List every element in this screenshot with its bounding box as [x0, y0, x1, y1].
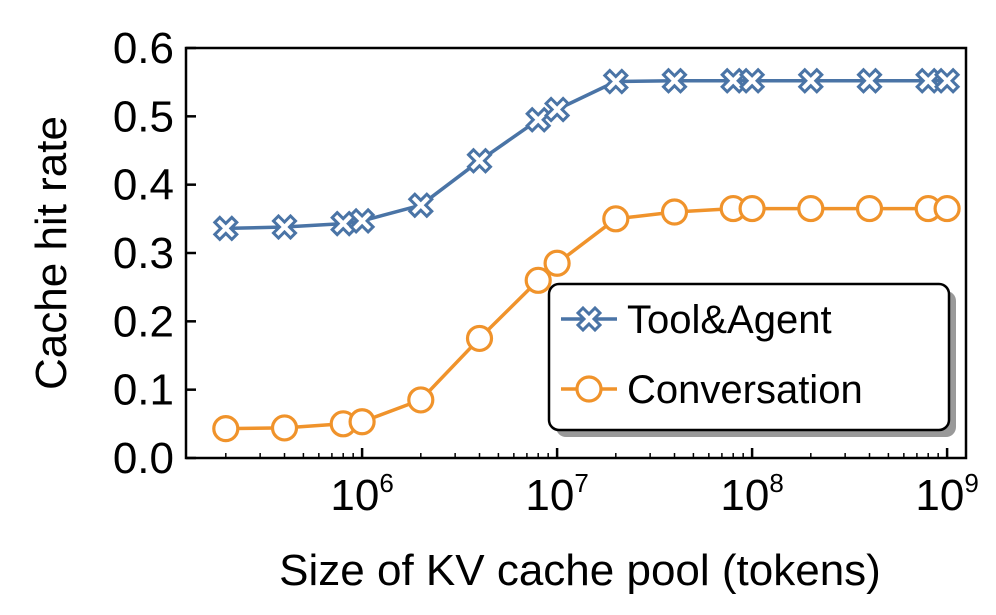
data-point-tool-agent	[933, 67, 961, 94]
legend-box	[547, 282, 951, 432]
series-line-tool-agent	[225, 79, 948, 231]
data-point-conversation	[465, 324, 494, 353]
x-tick-label: 106	[330, 468, 393, 520]
data-point-conversation	[212, 415, 240, 443]
series-layer	[212, 67, 961, 443]
legend-label-conversation: Conversation	[627, 368, 863, 412]
data-point-tool-agent	[271, 213, 298, 241]
data-point-tool-agent	[915, 67, 942, 94]
x-tick-label: 109	[915, 468, 978, 520]
data-point-tool-agent	[212, 215, 239, 242]
data-point-conversation	[797, 194, 825, 223]
y-tick-label: 0.5	[113, 92, 174, 141]
y-tick-label: 0.6	[113, 24, 174, 73]
data-point-conversation	[855, 194, 884, 223]
legend-marker-tool-agent	[575, 305, 603, 333]
data-point-tool-agent	[856, 67, 883, 94]
legend-marker-conversation	[575, 375, 603, 403]
y-axis-title: Cache hit rate	[27, 116, 76, 390]
series-tool-agent	[212, 67, 961, 242]
data-point-tool-agent	[525, 106, 552, 133]
data-point-tool-agent	[602, 68, 629, 95]
data-point-tool-agent	[797, 67, 824, 94]
y-tick-label: 0.1	[113, 366, 174, 415]
data-point-conversation	[543, 249, 571, 277]
data-point-tool-agent	[720, 67, 747, 94]
data-point-conversation	[270, 414, 299, 442]
legend-label-tool-agent: Tool&Agent	[627, 298, 832, 342]
series-conversation	[212, 194, 961, 443]
data-point-conversation	[602, 205, 630, 233]
axis-ticks	[186, 46, 949, 460]
data-point-tool-agent	[348, 207, 376, 235]
y-tick-label: 0.0	[113, 434, 174, 483]
data-point-tool-agent	[466, 147, 493, 174]
data-point-tool-agent	[661, 67, 688, 94]
legend: Tool&Agent Conversation	[547, 282, 956, 437]
plot-frame	[184, 46, 968, 460]
data-point-tool-agent	[543, 96, 571, 123]
data-point-conversation	[660, 198, 689, 226]
data-point-conversation	[738, 194, 766, 223]
x-tick-label: 107	[525, 468, 588, 520]
y-tick-label: 0.3	[113, 229, 174, 278]
x-axis-title: Size of KV cache pool (tokens)	[279, 546, 881, 595]
data-point-conversation	[407, 386, 435, 414]
y-tick-label: 0.4	[113, 161, 174, 210]
data-point-conversation	[933, 194, 961, 223]
tick-labels: 0.0 0.1 0.2 0.3 0.4 0.5 0.6 106 107 108 109	[113, 24, 979, 520]
data-point-conversation	[524, 266, 552, 294]
data-point-tool-agent	[330, 210, 357, 237]
y-tick-label: 0.2	[113, 297, 174, 346]
data-point-conversation	[348, 408, 376, 436]
x-tick-label: 108	[720, 468, 783, 520]
data-point-tool-agent	[407, 192, 434, 219]
legend-entries: Tool&Agent Conversation	[561, 298, 863, 412]
data-point-tool-agent	[738, 67, 766, 94]
